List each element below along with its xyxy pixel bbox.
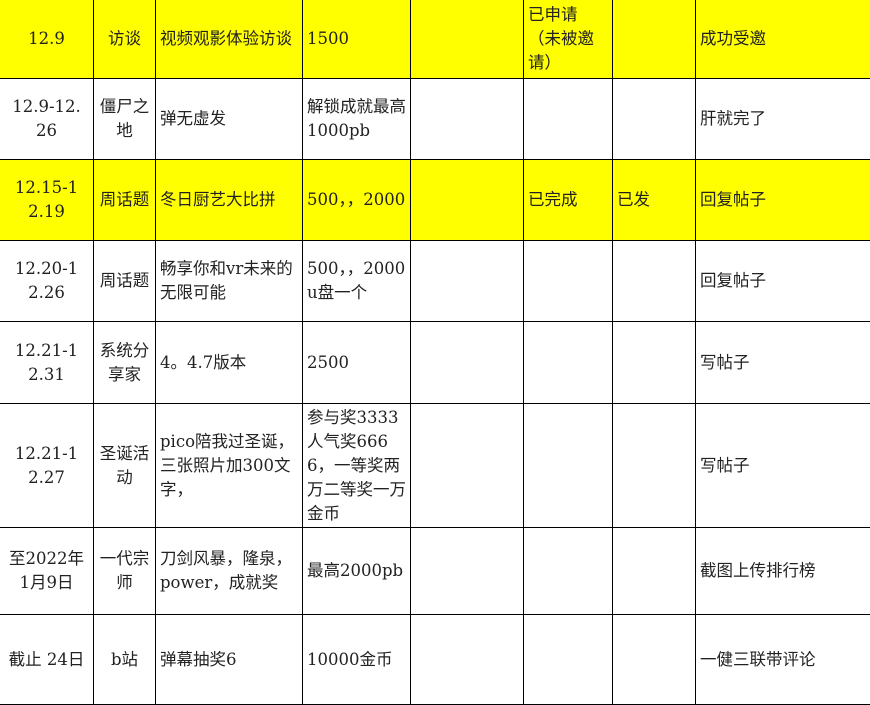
cell-post-status[interactable] — [613, 0, 696, 79]
cell-blank[interactable] — [411, 79, 524, 160]
cell-platform[interactable]: 系统分享家 — [94, 322, 156, 404]
cell-application-status[interactable]: 已申请（未被邀请） — [524, 0, 613, 79]
cell-activity[interactable]: 4。4.7版本 — [156, 322, 303, 404]
cell-reward[interactable]: 1500 — [303, 0, 411, 79]
cell-date[interactable]: 12.15-12.19 — [0, 160, 94, 241]
cell-reward[interactable]: 2500 — [303, 322, 411, 404]
cell-application-status[interactable] — [524, 79, 613, 160]
cell-post-status[interactable] — [613, 241, 696, 322]
cell-date[interactable]: 12.21-12.31 — [0, 322, 94, 404]
cell-date[interactable]: 至2022年1月9日 — [0, 528, 94, 615]
cell-date[interactable]: 12.9 — [0, 0, 94, 79]
cell-platform[interactable]: b站 — [94, 615, 156, 705]
cell-application-status[interactable] — [524, 241, 613, 322]
cell-task[interactable]: 一健三联带评论 — [696, 615, 870, 705]
cell-reward[interactable]: 最高2000pb — [303, 528, 411, 615]
table-row: 至2022年1月9日一代宗师刀剑风暴，隆泉，power，成就奖最高2000pb 截… — [0, 528, 870, 615]
cell-platform[interactable]: 周话题 — [94, 241, 156, 322]
cell-platform[interactable]: 访谈 — [94, 0, 156, 79]
cell-blank[interactable] — [411, 322, 524, 404]
cell-blank[interactable] — [411, 404, 524, 528]
cell-application-status[interactable]: 已完成 — [524, 160, 613, 241]
cell-application-status[interactable] — [524, 404, 613, 528]
cell-platform[interactable]: 僵尸之地 — [94, 79, 156, 160]
cell-date[interactable]: 12.20-12.26 — [0, 241, 94, 322]
cell-reward[interactable]: 500，，2000 — [303, 160, 411, 241]
cell-activity[interactable]: 弹无虚发 — [156, 79, 303, 160]
cell-activity[interactable]: 畅享你和vr未来的无限可能 — [156, 241, 303, 322]
cell-blank[interactable] — [411, 160, 524, 241]
cell-blank[interactable] — [411, 0, 524, 79]
cell-reward[interactable]: 解锁成就最高1000pb — [303, 79, 411, 160]
cell-activity[interactable]: 弹幕抽奖6 — [156, 615, 303, 705]
cell-post-status[interactable]: 已发 — [613, 160, 696, 241]
cell-post-status[interactable] — [613, 404, 696, 528]
cell-activity[interactable]: 冬日厨艺大比拼 — [156, 160, 303, 241]
cell-activity[interactable]: pico陪我过圣诞，三张照片加300文字， — [156, 404, 303, 528]
cell-application-status[interactable] — [524, 322, 613, 404]
cell-post-status[interactable] — [613, 79, 696, 160]
cell-date[interactable]: 12.21-12.27 — [0, 404, 94, 528]
cell-blank[interactable] — [411, 615, 524, 705]
cell-post-status[interactable] — [613, 615, 696, 705]
cell-activity[interactable]: 刀剑风暴，隆泉，power，成就奖 — [156, 528, 303, 615]
cell-application-status[interactable] — [524, 528, 613, 615]
cell-application-status[interactable] — [524, 615, 613, 705]
cell-task[interactable]: 回复帖子 — [696, 160, 870, 241]
cell-platform[interactable]: 周话题 — [94, 160, 156, 241]
cell-reward[interactable]: 10000金币 — [303, 615, 411, 705]
cell-reward[interactable]: 参与奖3333人气奖6666，一等奖两万二等奖一万金币 — [303, 404, 411, 528]
cell-date[interactable]: 截止 24日 — [0, 615, 94, 705]
cell-task[interactable]: 写帖子 — [696, 404, 870, 528]
cell-platform[interactable]: 一代宗师 — [94, 528, 156, 615]
cell-blank[interactable] — [411, 528, 524, 615]
cell-task[interactable]: 回复帖子 — [696, 241, 870, 322]
cell-date[interactable]: 12.9-12.26 — [0, 79, 94, 160]
cell-post-status[interactable] — [613, 322, 696, 404]
cell-task[interactable]: 肝就完了 — [696, 79, 870, 160]
cell-task[interactable]: 成功受邀 — [696, 0, 870, 79]
cell-task[interactable]: 截图上传排行榜 — [696, 528, 870, 615]
cell-post-status[interactable] — [613, 528, 696, 615]
cell-blank[interactable] — [411, 241, 524, 322]
cell-reward[interactable]: 500，，2000u盘一个 — [303, 241, 411, 322]
cell-platform[interactable]: 圣诞活动 — [94, 404, 156, 528]
cell-task[interactable]: 写帖子 — [696, 322, 870, 404]
cell-activity[interactable]: 视频观影体验访谈 — [156, 0, 303, 79]
